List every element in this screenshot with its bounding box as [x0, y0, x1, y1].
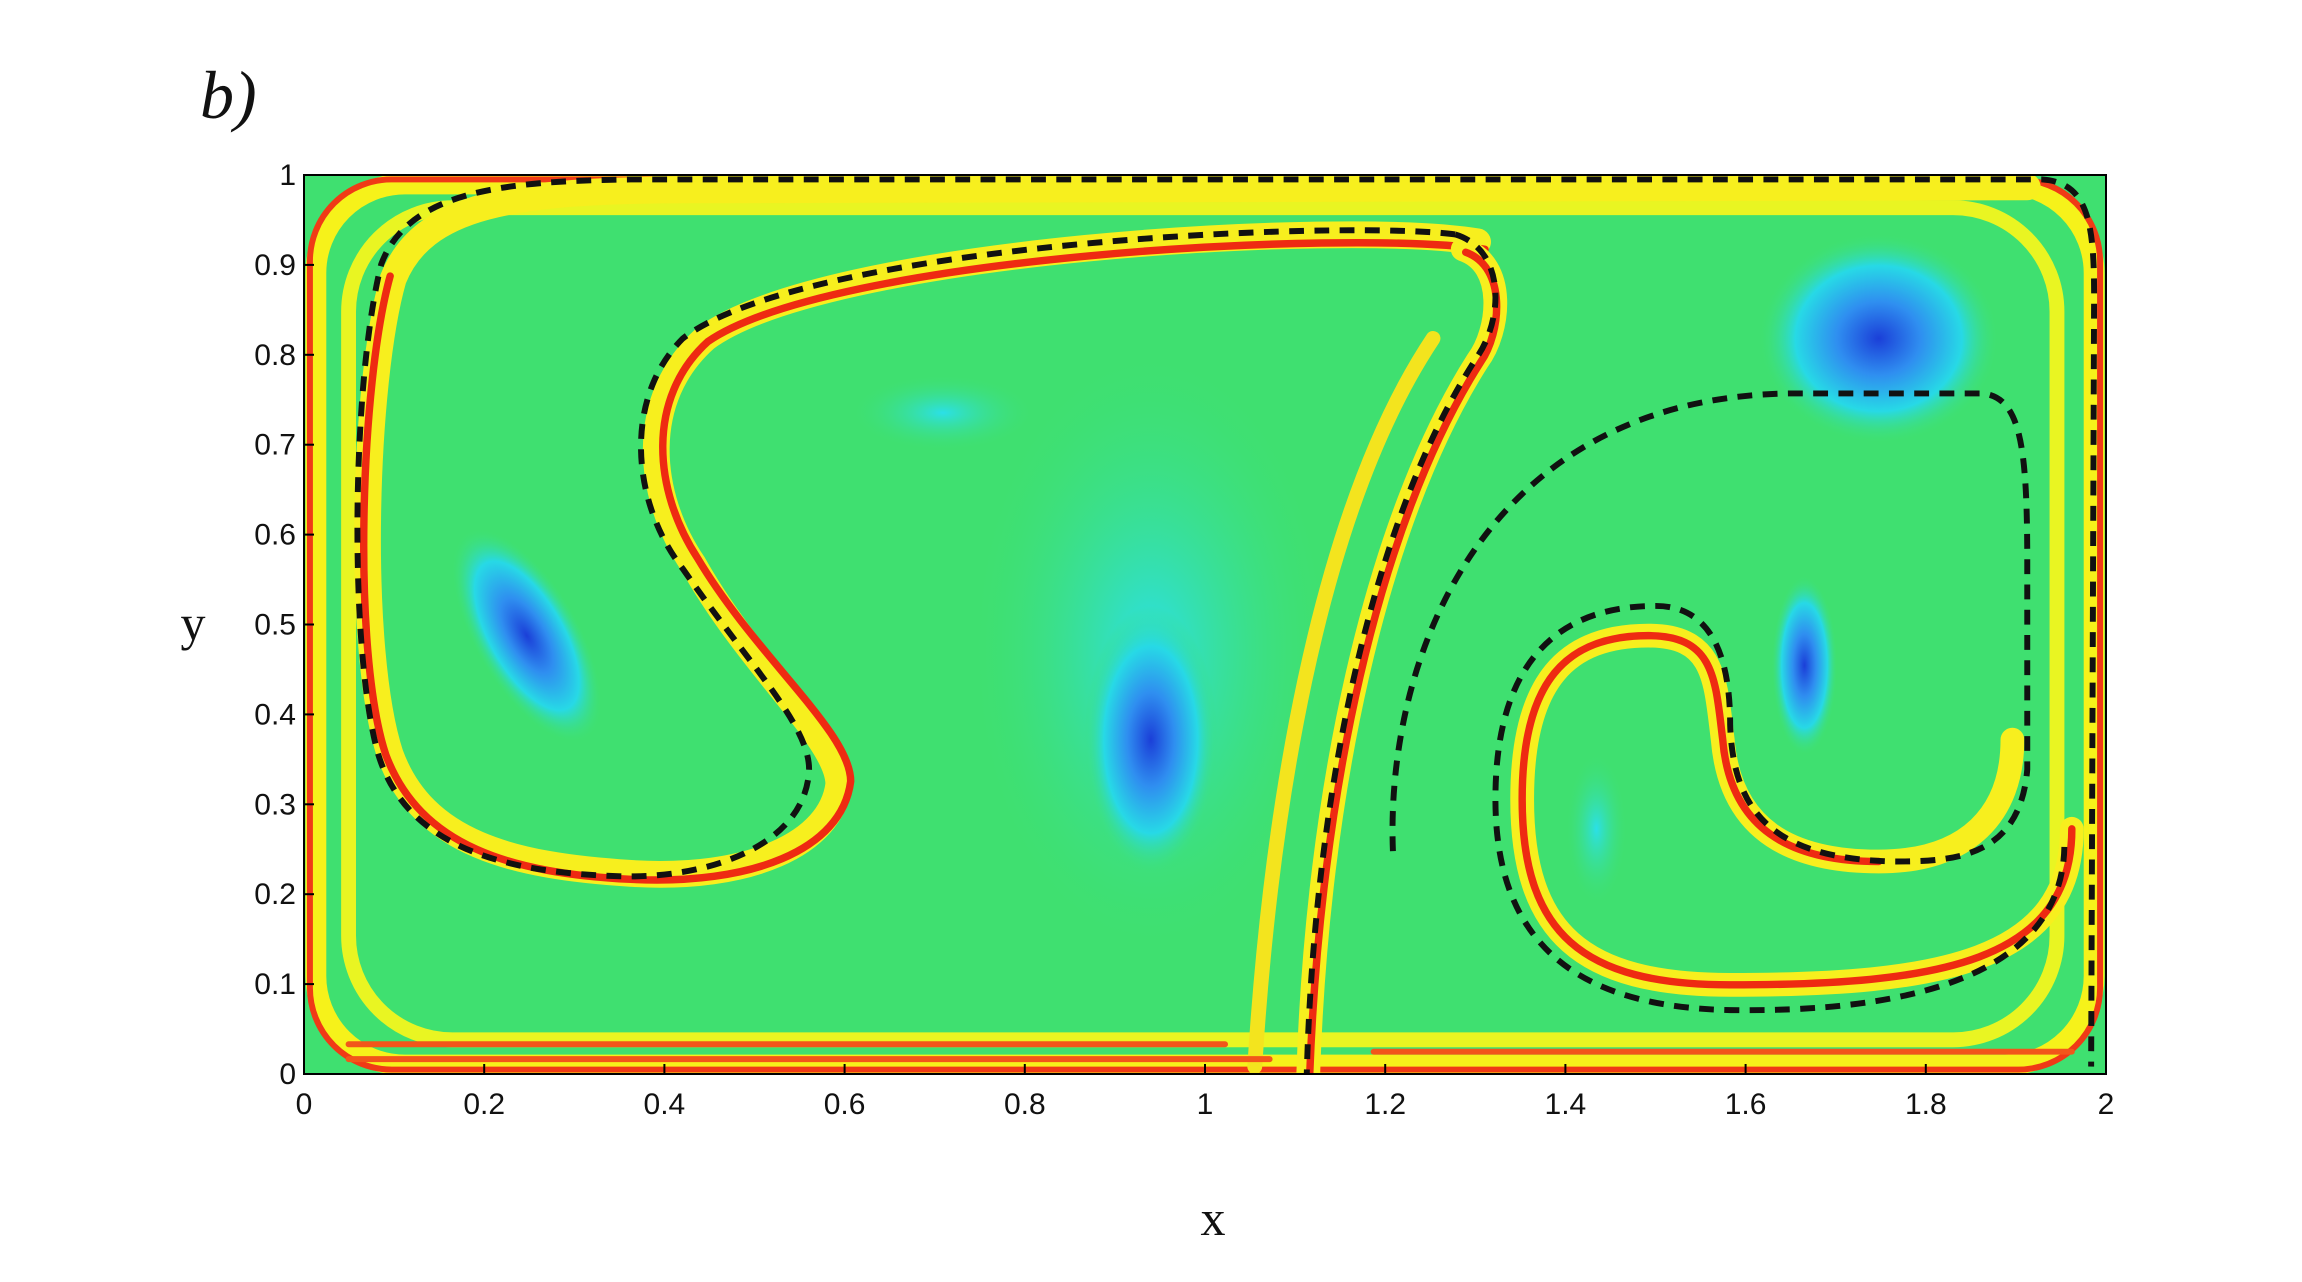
x-tick-label: 1.4	[1545, 1088, 1587, 1121]
boundary-curves	[354, 176, 2098, 1074]
y-tick-label: 0.8	[254, 339, 296, 372]
y-tick-label: 0.7	[254, 429, 296, 462]
field-patch	[1566, 754, 1627, 904]
field-plot	[304, 175, 2106, 1074]
field-patch	[1083, 605, 1218, 874]
x-tick-label: 1.6	[1725, 1088, 1767, 1121]
x-tick-label: 0.4	[644, 1088, 686, 1121]
ridges	[305, 175, 2105, 1074]
x-tick-label: 0.6	[824, 1088, 866, 1121]
y-tick-label: 0.5	[254, 609, 296, 642]
panel-label: b)	[200, 57, 257, 133]
x-tick-label: 0	[296, 1088, 313, 1121]
x-tick-label: 1.2	[1364, 1088, 1406, 1121]
field-patch	[1759, 234, 1998, 443]
y-tick-label: 0.4	[254, 698, 296, 731]
y-tick-label: 0.6	[254, 519, 296, 552]
x-tick-label: 1.8	[1905, 1088, 1947, 1121]
field-patch	[1771, 576, 1838, 755]
field-patch	[853, 375, 1032, 450]
field-patch	[452, 529, 602, 742]
x-tick-label: 1	[1197, 1088, 1214, 1121]
y-tick-label: 0.2	[254, 878, 296, 911]
y-tick-label: 0.1	[254, 968, 296, 1001]
x-tick-label: 2	[2098, 1088, 2115, 1121]
y-axis-label: y	[181, 595, 206, 651]
y-tick-label: 0.3	[254, 788, 296, 821]
x-tick-label: 0.2	[463, 1088, 505, 1121]
y-tick-label: 1	[279, 159, 296, 192]
x-tick-label: 0.8	[1004, 1088, 1046, 1121]
y-tick-label: 0.9	[254, 249, 296, 282]
y-tick-label: 0	[279, 1058, 296, 1091]
x-axis-label: x	[1201, 1190, 1226, 1246]
